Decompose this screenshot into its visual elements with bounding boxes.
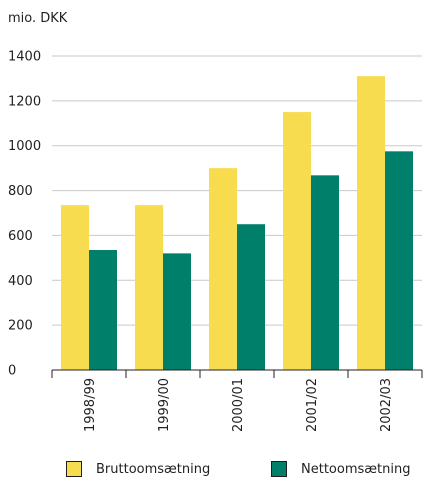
y-tick-label: 400 <box>8 274 33 289</box>
bar-brutto-1999-00 <box>135 205 163 370</box>
y-tick-label: 200 <box>8 319 33 334</box>
legend-swatch-brutto <box>66 461 82 477</box>
legend-item-netto: Nettoomsætning <box>271 461 410 477</box>
bar-brutto-2002-03 <box>357 76 385 370</box>
legend-label-brutto: Bruttoomsætning <box>96 461 211 477</box>
legend-item-brutto: Bruttoomsætning <box>66 461 210 477</box>
y-tick-label: 1400 <box>8 50 41 65</box>
y-tick-label: 1200 <box>8 94 41 109</box>
y-tick-label: 800 <box>8 184 33 199</box>
y-tick-label: 600 <box>8 229 33 244</box>
y-axis-unit-label: mio. DKK <box>8 11 68 26</box>
bar-brutto-2001-02 <box>283 112 311 371</box>
x-tick-label: 2001/02 <box>305 378 320 432</box>
bar-netto-1999-00 <box>163 253 191 370</box>
bar-brutto-2000-01 <box>209 168 237 370</box>
y-tick-label: 0 <box>8 364 16 379</box>
y-tick-label: 1000 <box>8 139 41 154</box>
bar-netto-2001-02 <box>311 175 339 370</box>
legend-label-netto: Nettoomsætning <box>301 461 411 477</box>
legend-swatch-netto <box>271 461 287 477</box>
x-tick-label: 2000/01 <box>231 378 246 432</box>
bar-netto-2002-03 <box>385 151 413 370</box>
bar-brutto-1998-99 <box>61 205 89 370</box>
x-tick-label: 2002/03 <box>379 378 394 432</box>
x-tick-label: 1998/99 <box>83 378 98 432</box>
bar-netto-2000-01 <box>237 224 265 370</box>
bar-netto-1998-99 <box>89 250 117 370</box>
x-tick-label: 1999/00 <box>157 378 172 432</box>
